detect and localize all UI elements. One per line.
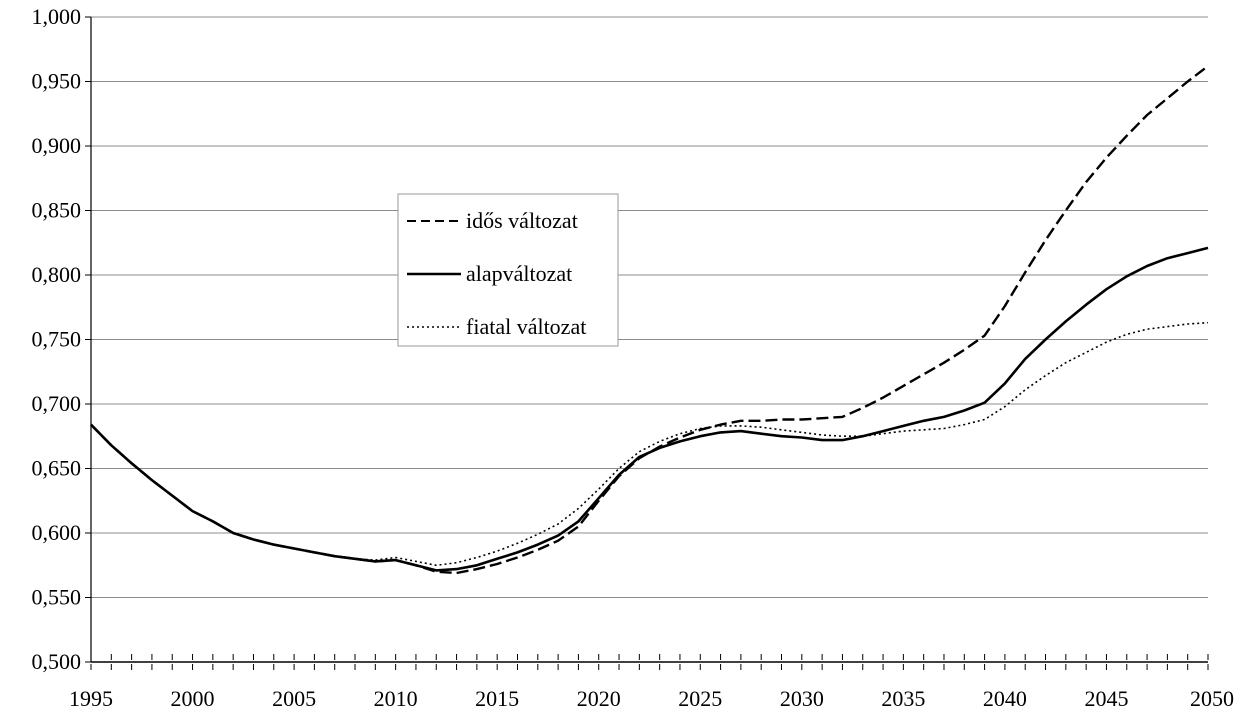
y-tick-label: 0,950 (32, 69, 82, 94)
x-tick-label: 2010 (374, 686, 418, 711)
y-tick-label: 0,750 (32, 327, 82, 352)
y-tick-label: 0,550 (32, 585, 82, 610)
legend-label-fiatal-valtozat: fiatal változat (466, 314, 586, 339)
x-axis-tick-labels: 1995 2000 2005 2010 2015 2020 2025 2030 2035 2040… (69, 686, 1234, 711)
x-tick-label: 2000 (171, 686, 215, 711)
series-lines (90, 65, 1209, 575)
x-tick-label: 2045 (1084, 686, 1128, 711)
legend-label-alapvaltozat: alapváltozat (466, 261, 572, 286)
x-tick-label: 2025 (678, 686, 722, 711)
x-tick-label: 2050 (1190, 686, 1234, 711)
series-line-idos-valtozat (90, 65, 1209, 575)
y-tick-label: 0,900 (32, 133, 82, 158)
x-tick-label: 2035 (881, 686, 925, 711)
x-tick-label: 2005 (272, 686, 316, 711)
y-tick-label: 1,000 (32, 4, 82, 29)
x-tick-label: 2040 (983, 686, 1027, 711)
y-tick-label: 0,650 (32, 456, 82, 481)
x-tick-label: 2030 (780, 686, 824, 711)
x-tick-label: 2015 (475, 686, 519, 711)
x-tick-label: 1995 (69, 686, 113, 711)
series-line-alapvaltozat (90, 246, 1209, 572)
x-tick-label: 2020 (577, 686, 621, 711)
y-tick-label: 0,500 (32, 649, 82, 674)
y-tick-label: 0,700 (32, 391, 82, 416)
legend: idős változat alapváltozat fiatal változ… (397, 193, 619, 347)
y-tick-label: 0,800 (32, 262, 82, 287)
legend-box (397, 193, 619, 347)
axes (85, 16, 1209, 670)
series-line-fiatal-valtozat (90, 321, 1209, 567)
gridlines (91, 16, 1208, 598)
y-axis-tick-labels: 0,500 0,550 0,600 0,650 0,700 0,750 0,800 0,850… (32, 4, 82, 674)
y-tick-label: 0,850 (32, 198, 82, 223)
y-tick-label: 0,600 (32, 520, 82, 545)
legend-label-idos-valtozat: idős változat (466, 208, 578, 233)
